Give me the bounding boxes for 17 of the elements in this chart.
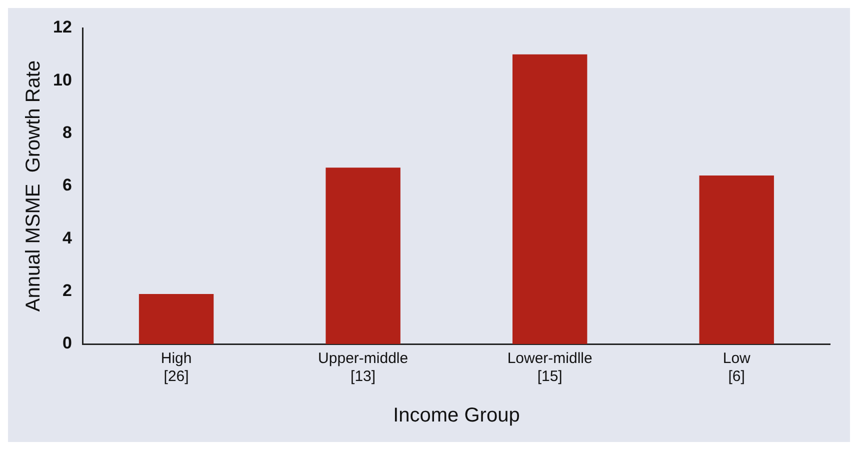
y-tick-label: 2 — [62, 281, 72, 300]
y-tick-label: 0 — [62, 334, 72, 353]
x-tick-label: Low [6] — [722, 350, 751, 386]
y-axis-title: Annual MSME Growth Rate — [22, 60, 45, 312]
y-tick-label: 12 — [52, 18, 72, 37]
bar — [138, 294, 214, 344]
bar — [512, 54, 588, 344]
x-tick-label: Lower-midlle [15] — [507, 350, 592, 386]
x-axis-title: Income Group — [393, 404, 520, 427]
y-tick-label: 10 — [52, 70, 72, 90]
x-tick-label: High [26] — [160, 350, 192, 386]
y-tick-label: 8 — [62, 123, 72, 142]
x-tick-label: Upper-middle [13] — [318, 350, 408, 386]
bar — [699, 175, 774, 344]
y-tick-label: 6 — [62, 176, 72, 195]
bar — [326, 168, 400, 344]
y-tick-label: 4 — [62, 228, 72, 248]
